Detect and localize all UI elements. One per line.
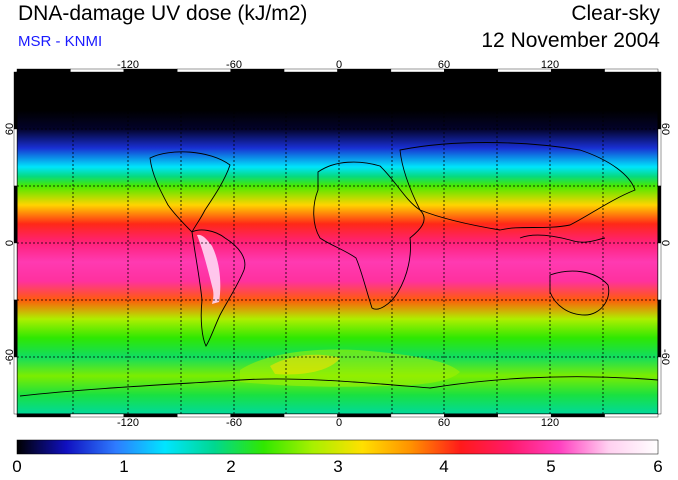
- andes-high-dose: [197, 234, 221, 304]
- frame-bar: [177, 413, 231, 418]
- lat-tick-right: 60: [659, 123, 671, 135]
- date-label: 12 November 2004: [481, 29, 660, 52]
- frame-bar: [657, 356, 662, 415]
- frame-bar: [13, 356, 18, 415]
- frame-bar: [13, 299, 18, 358]
- colorbar-tick-label: 3: [333, 457, 343, 476]
- lon-tick-bottom: 60: [438, 417, 450, 429]
- frame-bar: [657, 185, 662, 244]
- africa-europe-coast: [313, 161, 425, 310]
- frame-bar: [657, 242, 662, 301]
- lon-tick-bottom: -120: [117, 417, 139, 429]
- frame-bar: [283, 68, 338, 73]
- frame-bar: [13, 128, 18, 187]
- colorbar-tick-label: 6: [653, 457, 663, 476]
- colorbar: [16, 439, 659, 455]
- graticule: [17, 72, 658, 414]
- frame-bar: [13, 71, 18, 130]
- maritime-continent-coast: [519, 234, 606, 243]
- frame-bar: [604, 68, 659, 73]
- frame-bars: [13, 68, 662, 418]
- frame-bar: [16, 68, 71, 73]
- frame-bar: [13, 185, 18, 244]
- page-title: DNA-damage UV dose (kJ/m2): [18, 2, 308, 25]
- lon-tick-top: -60: [226, 59, 242, 71]
- lat-tick-right: -60: [659, 349, 671, 365]
- frame-bar: [604, 413, 659, 418]
- lat-tick-right: 0: [659, 240, 671, 246]
- antarctica-coast: [19, 376, 658, 397]
- frame-bar: [70, 413, 125, 418]
- frame-bar: [444, 68, 498, 73]
- lon-tick-bottom: -60: [226, 417, 242, 429]
- lon-tick-top: 60: [438, 59, 450, 71]
- coastlines: [19, 142, 658, 397]
- source-label: MSR - KNMI: [18, 33, 103, 50]
- lat-tick-left: 0: [4, 240, 16, 246]
- frame-bar: [390, 413, 445, 418]
- frame-bar: [70, 68, 125, 73]
- north-america-coast: [149, 151, 231, 233]
- colorbar-tick-label: 2: [226, 457, 236, 476]
- frame-bar: [390, 68, 445, 73]
- lat-tick-left: 60: [4, 123, 16, 135]
- frame-bar: [444, 413, 498, 418]
- frame-bar: [337, 68, 392, 73]
- frame-bar: [16, 413, 71, 418]
- lat-tick-left: -60: [4, 349, 16, 365]
- australia-coast: [549, 270, 610, 316]
- lon-tick-top: -120: [117, 59, 139, 71]
- colorbar-tick-label: 1: [119, 457, 129, 476]
- lon-tick-bottom: 0: [336, 417, 342, 429]
- colorbar-tick-label: 0: [12, 457, 22, 476]
- lon-tick-bottom: 120: [541, 417, 559, 429]
- asia-coast: [399, 142, 636, 231]
- frame-bar: [657, 128, 662, 187]
- frame-bar: [177, 68, 231, 73]
- frame-bar: [283, 413, 338, 418]
- frame-bar: [337, 413, 392, 418]
- frame-bar: [657, 71, 662, 130]
- frame-bar: [13, 242, 18, 301]
- lon-tick-top: 120: [541, 59, 559, 71]
- colorbar-tick-label: 5: [546, 457, 556, 476]
- colorbar-tick-label: 4: [439, 457, 449, 476]
- sky-condition: Clear-sky: [571, 2, 660, 25]
- antarctic-peak: [270, 354, 340, 375]
- lon-tick-top: 0: [336, 59, 342, 71]
